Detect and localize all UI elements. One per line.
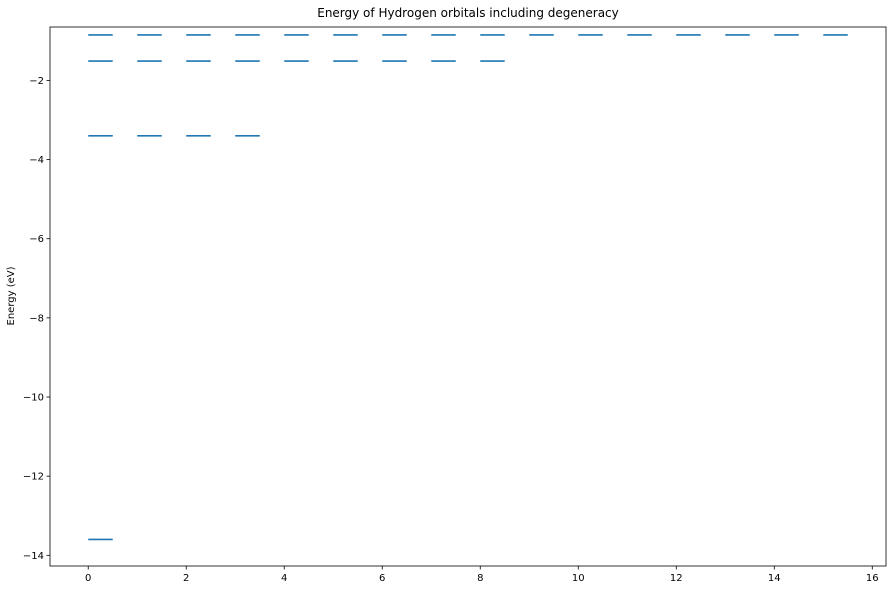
y-tick-label: −10 (23, 393, 44, 404)
plot-area: 0 2 4 6 8 10 12 14 16 −14 −12 −10 −8 −6 −4 −2 (23, 26, 887, 584)
axes-frame (49, 26, 887, 567)
y-axis-label: Energy (eV) (6, 266, 17, 325)
y-tick-label: −2 (29, 76, 44, 87)
y-tick-label: −14 (23, 551, 44, 562)
y-tick-label: −6 (29, 234, 44, 245)
x-tick-label: 14 (768, 573, 781, 584)
y-tick-label: −4 (29, 155, 44, 166)
x-tick-label: 4 (281, 573, 287, 584)
y-tick-label: −12 (23, 472, 44, 483)
x-tick-label: 0 (85, 573, 91, 584)
chart-title: Energy of Hydrogen orbitals including de… (317, 6, 619, 20)
x-tick-label: 6 (379, 573, 385, 584)
x-tick-label: 16 (866, 573, 879, 584)
x-tick-label: 10 (572, 573, 585, 584)
y-tick-label: −8 (29, 313, 44, 324)
x-tick-label: 8 (477, 573, 483, 584)
x-tick-label: 12 (670, 573, 683, 584)
x-tick-label: 2 (183, 573, 189, 584)
